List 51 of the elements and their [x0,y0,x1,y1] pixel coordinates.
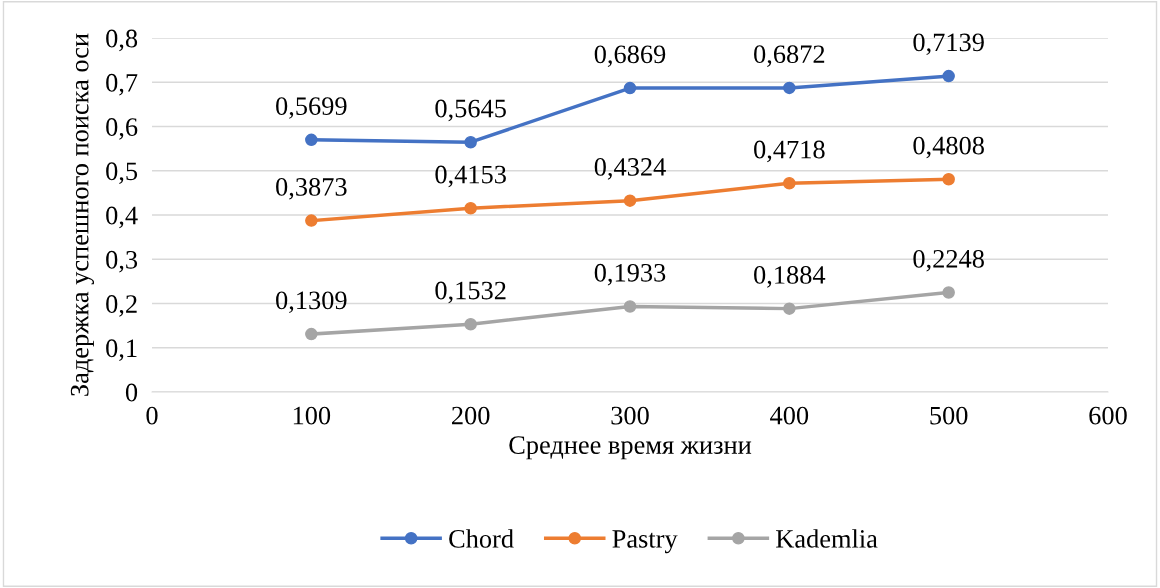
point [783,176,796,190]
data-label: 0,3873 [276,178,347,200]
y-tick-label: 0,8 [106,29,138,52]
y-tick-label: 0,4 [106,206,138,229]
y-tick-label: 0,6 [106,118,138,140]
y-tick-label: 0,5 [106,162,138,184]
y-tick-label: 0,1 [106,339,137,361]
legend-label: Kademlia [776,529,878,548]
x-axis-title: Среднее время жизни [509,436,752,460]
point [623,194,637,207]
data-label: 0,4808 [913,136,984,159]
point [305,133,318,147]
data-label: 0,4324 [594,158,666,180]
point [623,300,637,313]
point [942,172,955,186]
data-label: 0,4153 [435,165,506,188]
point [783,302,796,315]
data-label: 0,6872 [754,45,825,67]
y-tick-label: 0 [125,383,138,402]
data-label: 0,1884 [754,266,826,288]
point [942,69,955,83]
data-label: 0,1532 [435,281,506,304]
y-tick-label: 0,7 [106,73,138,96]
data-label: 0,1309 [276,291,347,314]
x-tick-label: 300 [611,406,649,425]
point [464,201,477,215]
data-label: 0,4718 [754,140,825,163]
data-label: 0,5645 [435,99,506,122]
legend-label: Chord [449,529,514,548]
point [305,327,318,341]
x-tick-label: 100 [293,406,331,425]
x-tick-label: 400 [770,406,809,425]
y-axis-title: Задержка успешного поиска оси [70,33,95,396]
x-tick-label: 600 [1089,406,1127,425]
point [623,81,637,95]
x-tick-label: 0 [146,406,158,425]
point [305,214,318,227]
data-label: 0,2248 [913,249,984,272]
point [464,135,477,149]
data-label: 0,6869 [594,45,666,68]
y-tick-label: 0,3 [106,250,138,273]
point [783,81,796,95]
data-label: 0,7139 [913,33,984,56]
point [942,286,955,299]
x-tick-label: 200 [452,406,490,425]
x-tick-label: 500 [930,406,968,425]
data-label: 0,5699 [276,97,347,119]
point [464,317,477,331]
legend-label: Pastry [612,530,678,554]
y-tick-label: 0,2 [106,295,137,317]
data-label: 0,1933 [594,263,666,286]
